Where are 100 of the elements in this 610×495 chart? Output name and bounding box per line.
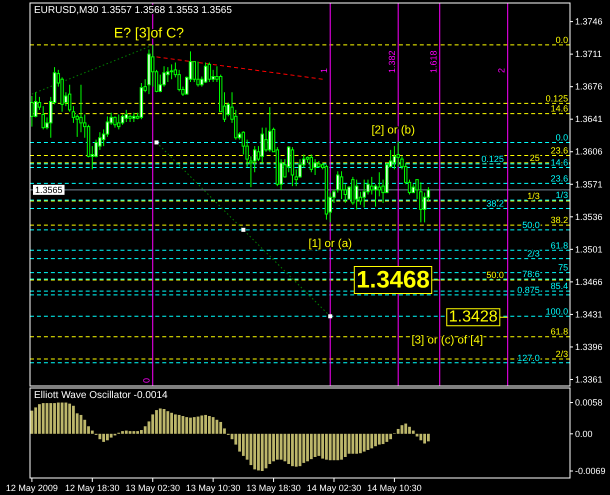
annotation: 0.0 (556, 34, 568, 45)
point (241, 228, 246, 232)
bar (166, 411, 170, 434)
bar (140, 430, 143, 434)
candlestick (196, 61, 200, 88)
y-tick-label: 1.3361 (575, 374, 603, 384)
bar (60, 402, 64, 434)
bar (264, 434, 268, 468)
y-tick-label: 1.3501 (575, 244, 603, 254)
annotation: 0.0 (556, 132, 568, 142)
candlestick (351, 176, 355, 206)
bar (56, 402, 60, 434)
bar (351, 434, 354, 454)
candlestick (120, 114, 124, 126)
x-tick-label: 13 May 02:30 (125, 483, 180, 493)
y-tick-label: 1.3431 (575, 309, 603, 320)
candlestick (362, 179, 366, 208)
bar (412, 430, 415, 434)
bar (374, 434, 377, 446)
annotation: 0.125 (481, 154, 504, 164)
candlestick (419, 182, 423, 223)
bar (419, 434, 422, 440)
y-tick-label: 1.3396 (575, 342, 603, 352)
candlestick (117, 114, 120, 130)
bar (389, 434, 392, 440)
candlestick (260, 127, 264, 164)
x-tick-label: 14 May 10:30 (367, 483, 422, 493)
annotation: 61.8 (550, 326, 568, 337)
bar (314, 434, 316, 457)
bar (416, 434, 418, 437)
bar (355, 434, 358, 454)
annotation: 75 (558, 262, 568, 273)
candlestick (124, 109, 128, 122)
bar (72, 406, 75, 434)
bar (151, 414, 154, 434)
candlestick (128, 114, 132, 122)
bar (38, 404, 41, 434)
y-tick-label: 1.3711 (575, 49, 602, 60)
x-tick-label: 13 May 10:30 (186, 483, 240, 493)
candlestick (396, 141, 400, 168)
annotation: 1.3468 (356, 266, 430, 294)
candlestick (147, 48, 151, 95)
annotation: 0.875 (517, 284, 540, 295)
candlestick (166, 66, 170, 83)
y-tick-label: 0.0058 (575, 398, 603, 408)
bar (90, 430, 94, 434)
annotation: 100.0 (546, 306, 568, 316)
bar (42, 403, 45, 434)
annotation: 1/3 (556, 190, 568, 200)
bar (306, 434, 309, 462)
point (328, 314, 332, 318)
y-tick-label: 1.3606 (575, 146, 603, 157)
bar (174, 414, 177, 434)
ref-line-label: 0 (142, 378, 152, 383)
bar (317, 434, 320, 456)
y-tick-label: 1.3536 (575, 212, 603, 222)
annotation: 1.3428 (448, 308, 498, 326)
ref-line-label: 1.382 (387, 50, 398, 73)
annotation: 38.2 (486, 198, 504, 208)
bar (185, 417, 188, 434)
y-tick-label: 1.3571 (575, 179, 603, 190)
x-tick-label: 12 May 2009 (6, 483, 58, 493)
bar (242, 434, 245, 456)
candlestick (204, 62, 208, 84)
bar (49, 403, 52, 434)
bar (106, 434, 109, 440)
bar (124, 430, 128, 434)
annotation: 2/3 (556, 349, 568, 360)
candlestick (354, 179, 358, 210)
annotation: 14.6 (550, 158, 568, 168)
bar (178, 414, 181, 434)
annotation: 0.125 (546, 93, 568, 104)
point (154, 140, 159, 144)
bar (196, 416, 200, 434)
y-tick-label: 1.3746 (575, 16, 603, 27)
annotation: 23.6 (550, 145, 568, 156)
candlestick (340, 170, 344, 200)
bar (257, 434, 260, 470)
annotation: 2/3 (527, 248, 540, 259)
bar (192, 417, 196, 434)
candlestick (132, 112, 136, 122)
bar (382, 434, 384, 444)
x-tick-label: 14 May 02:30 (306, 483, 362, 493)
bar (340, 434, 343, 460)
bar (348, 434, 350, 454)
bar (53, 403, 56, 434)
bar (208, 416, 211, 434)
candlestick (208, 62, 212, 83)
bar (68, 404, 72, 434)
candlestick (140, 82, 144, 120)
bar (162, 409, 166, 434)
annotation: 38.2 (550, 215, 568, 226)
bar (404, 424, 408, 434)
bar (30, 410, 34, 434)
annotation: 78.6 (522, 269, 540, 280)
bar (408, 426, 411, 434)
bar (102, 434, 106, 442)
bar (238, 434, 241, 452)
candlestick (268, 106, 272, 152)
annotation: 61.8 (550, 240, 568, 250)
